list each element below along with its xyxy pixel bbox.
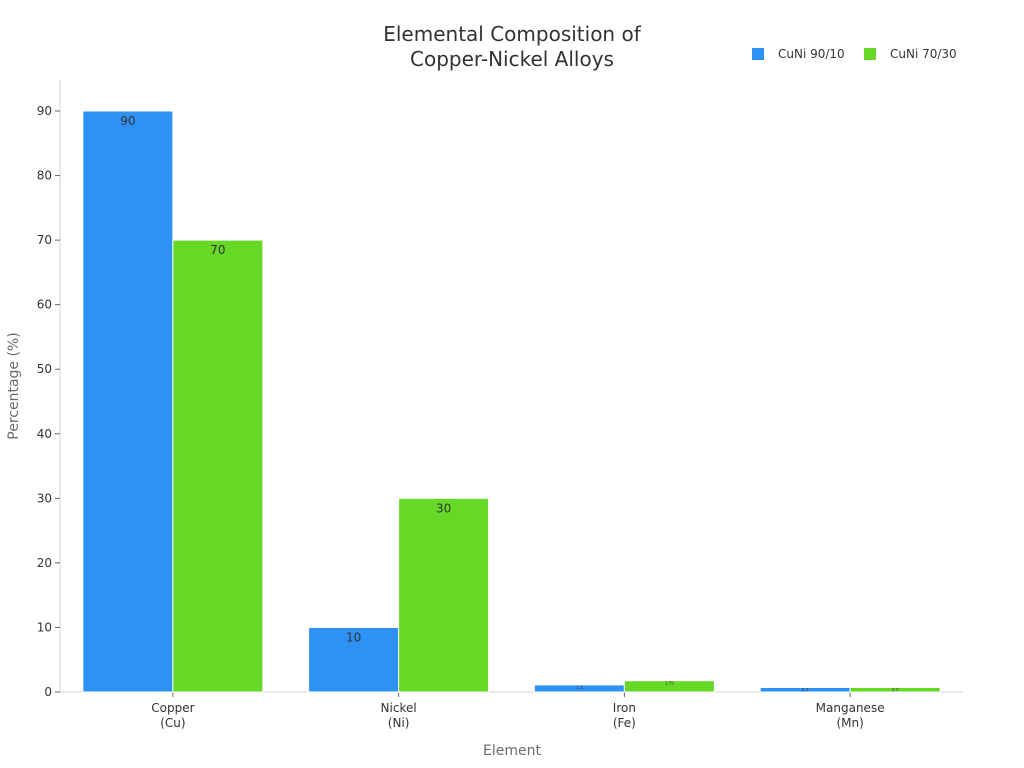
bar-value-label: 0.7 bbox=[892, 687, 899, 692]
y-tick-label: 40 bbox=[37, 427, 52, 441]
bar bbox=[172, 239, 264, 693]
chart-title-line-1: Elemental Composition of bbox=[383, 22, 641, 46]
x-tick-label: Copper bbox=[151, 701, 194, 715]
legend-swatch bbox=[752, 48, 764, 60]
bar bbox=[849, 686, 941, 693]
x-tick-label-symbol: (Fe) bbox=[613, 716, 636, 730]
bar-value-label: 1.75 bbox=[665, 681, 674, 686]
y-tick-label: 0 bbox=[44, 685, 52, 699]
bar bbox=[398, 497, 490, 693]
legend-item: CuNi 70/30 bbox=[864, 47, 957, 61]
x-tick-label-symbol: (Cu) bbox=[160, 716, 185, 730]
bar-value-label: 10 bbox=[346, 630, 361, 644]
y-tick-label: 30 bbox=[37, 491, 52, 505]
x-tick-label-symbol: (Mn) bbox=[836, 716, 863, 730]
legend-label: CuNi 90/10 bbox=[778, 47, 845, 61]
bar bbox=[82, 110, 174, 693]
bar-value-label: 0.7 bbox=[802, 687, 809, 692]
y-tick-label: 70 bbox=[37, 233, 52, 247]
x-axis-title: Element bbox=[483, 743, 541, 759]
x-tick-label: Manganese bbox=[816, 701, 885, 715]
bar-value-label: 70 bbox=[210, 243, 225, 257]
x-tick-label: Nickel bbox=[381, 701, 417, 715]
y-tick-label: 80 bbox=[37, 169, 52, 183]
legend-swatch bbox=[864, 48, 876, 60]
bar-value-label: 90 bbox=[120, 114, 135, 128]
y-tick-label: 90 bbox=[37, 104, 52, 118]
x-tick-label: Iron bbox=[613, 701, 636, 715]
y-tick-label: 50 bbox=[37, 362, 52, 376]
y-tick-label: 10 bbox=[37, 620, 52, 634]
legend: CuNi 90/10 CuNi 70/30 bbox=[752, 47, 957, 61]
chart-title-line-2: Copper-Nickel Alloys bbox=[410, 47, 614, 71]
bars: 90 70 10 30 1.1 1.75 0.7 0.7 bbox=[82, 110, 941, 693]
chart-title: Elemental Composition of Copper-Nickel A… bbox=[383, 22, 641, 71]
legend-item: CuNi 90/10 bbox=[752, 47, 845, 61]
x-tick-label-symbol: (Ni) bbox=[388, 716, 410, 730]
y-axis-title: Percentage (%) bbox=[6, 332, 22, 439]
bar bbox=[308, 626, 400, 693]
legend-label: CuNi 70/30 bbox=[890, 47, 957, 61]
bar bbox=[623, 680, 715, 693]
y-axis: 0 10 20 30 40 50 60 70 80 90 bbox=[37, 80, 61, 699]
y-tick-label: 60 bbox=[37, 298, 52, 312]
x-axis: Copper(Cu) Nickel(Ni) Iron(Fe) Manganese(Mn… bbox=[60, 691, 963, 730]
bar-value-label: 30 bbox=[436, 501, 451, 515]
bar-value-label: 1.1 bbox=[576, 685, 583, 690]
y-tick-label: 20 bbox=[37, 556, 52, 570]
